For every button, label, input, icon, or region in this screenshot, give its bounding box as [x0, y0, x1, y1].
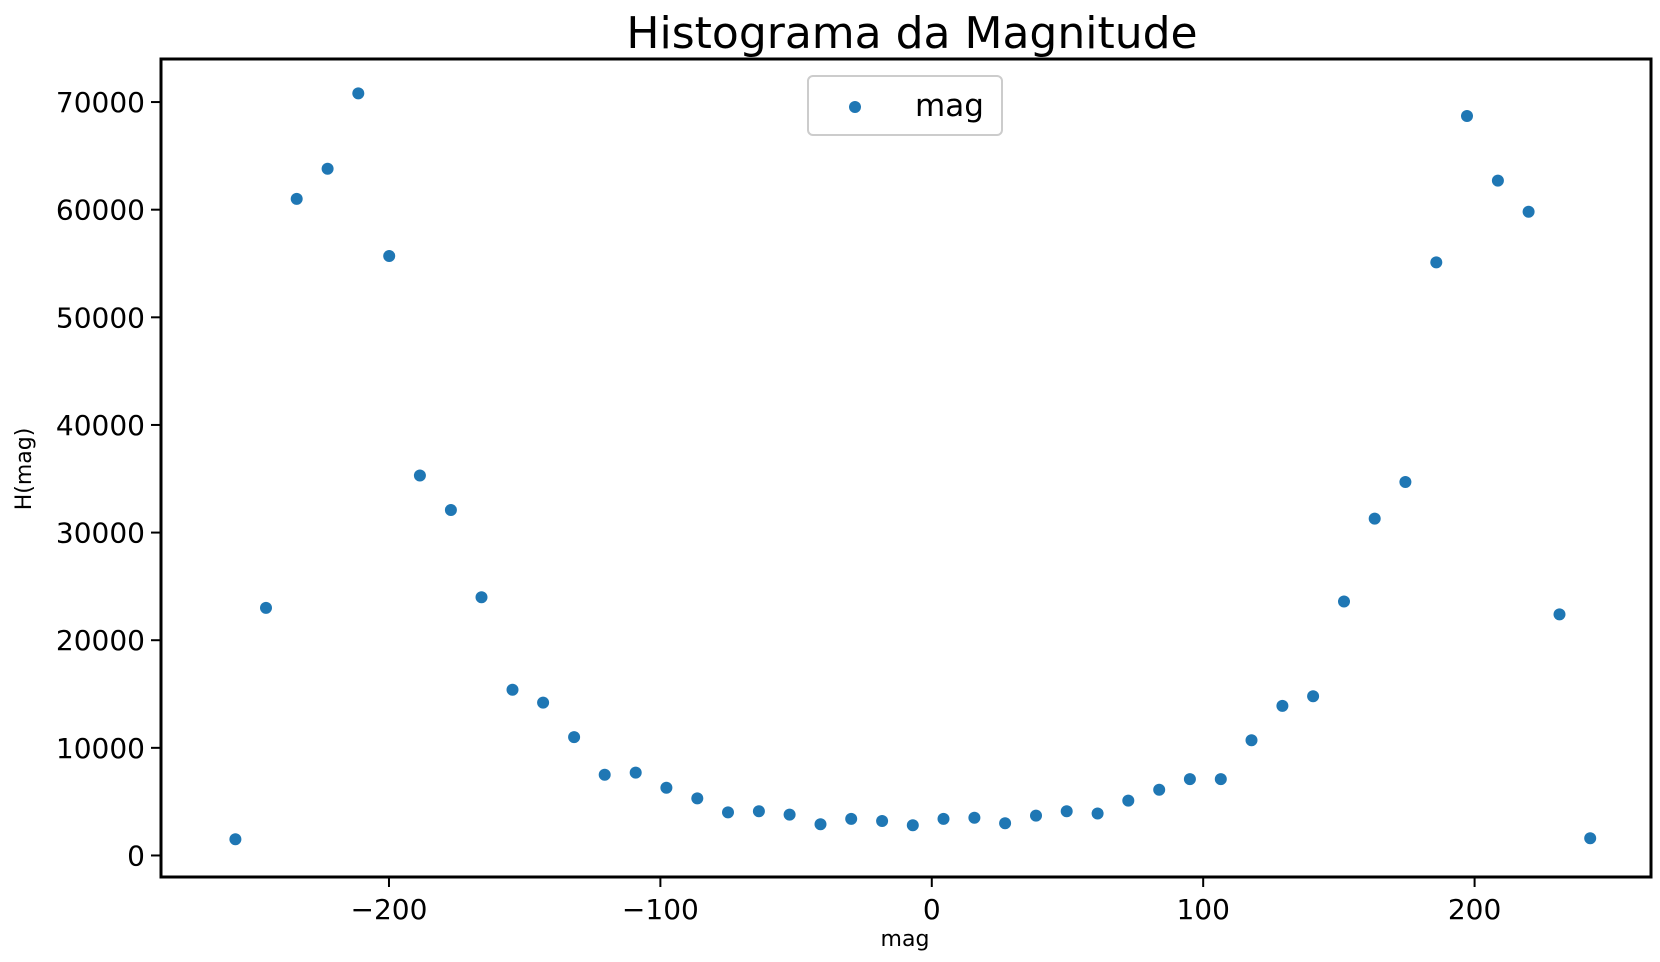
data-point [1060, 805, 1073, 818]
data-point [1091, 807, 1104, 820]
data-point [229, 833, 242, 846]
data-point [352, 87, 365, 100]
data-point [1338, 595, 1350, 608]
x-tick-label: 100 [1176, 893, 1229, 926]
x-axis-label: mag [881, 927, 930, 952]
chart-title: Histograma da Magnitude [626, 8, 1197, 59]
data-point [1183, 773, 1196, 786]
y-tick-label: 50000 [56, 301, 145, 334]
data-point [1399, 476, 1412, 488]
data-point [290, 192, 303, 205]
data-point [1461, 110, 1473, 122]
x-tick-label: 0 [923, 893, 941, 926]
data-point [1491, 174, 1504, 187]
data-points [229, 87, 1597, 846]
data-point [1307, 690, 1320, 703]
legend-marker [849, 101, 861, 113]
plot-area-frame [159, 57, 1653, 879]
data-point [321, 162, 334, 175]
data-point [1430, 256, 1443, 269]
y-axis-label: H(mag) [12, 428, 37, 511]
data-point [1030, 809, 1042, 822]
data-point [1553, 608, 1566, 621]
data-point [260, 601, 272, 614]
data-point [383, 250, 396, 262]
data-point [506, 683, 519, 696]
legend-entry-mag: mag [915, 88, 984, 124]
data-point [1584, 832, 1597, 845]
data-point [598, 768, 611, 781]
x-tick-label: −100 [622, 893, 699, 926]
data-point [444, 504, 457, 516]
y-tick-label: 10000 [56, 732, 145, 765]
data-point [1245, 734, 1258, 747]
data-point [475, 591, 488, 604]
data-point [876, 815, 889, 827]
y-tick-label: 0 [127, 839, 145, 872]
y-tick-label: 30000 [56, 517, 145, 550]
data-point [537, 696, 550, 709]
data-point [1276, 699, 1289, 712]
data-point [814, 818, 827, 831]
y-tick-label: 60000 [56, 194, 145, 227]
x-tick-label: −200 [351, 893, 428, 926]
y-tick-label: 40000 [56, 409, 145, 442]
y-tick-label: 70000 [56, 86, 145, 119]
data-point [1214, 773, 1227, 786]
data-point [752, 805, 765, 818]
data-point [783, 808, 796, 821]
data-point [937, 812, 950, 825]
x-tick-label: 200 [1448, 893, 1501, 926]
data-point [568, 731, 581, 744]
data-point [660, 781, 673, 794]
data-point [845, 812, 858, 825]
data-point [413, 469, 426, 482]
data-point [968, 811, 981, 824]
data-point [1153, 783, 1166, 796]
data-point [999, 817, 1012, 830]
legend-box [807, 75, 1003, 136]
data-point [1122, 794, 1135, 807]
y-axis: 0 10000 20000 30000 40000 50000 60000 70000 [56, 86, 161, 872]
x-axis: −200 −100 0 100 200 [351, 877, 1501, 926]
data-point [691, 792, 704, 805]
data-point [722, 806, 734, 819]
data-point [906, 819, 919, 832]
data-point [629, 766, 642, 779]
data-point [1522, 205, 1535, 218]
data-point [1368, 512, 1381, 525]
legend: mag [807, 75, 1003, 136]
y-tick-label: 20000 [56, 624, 145, 657]
